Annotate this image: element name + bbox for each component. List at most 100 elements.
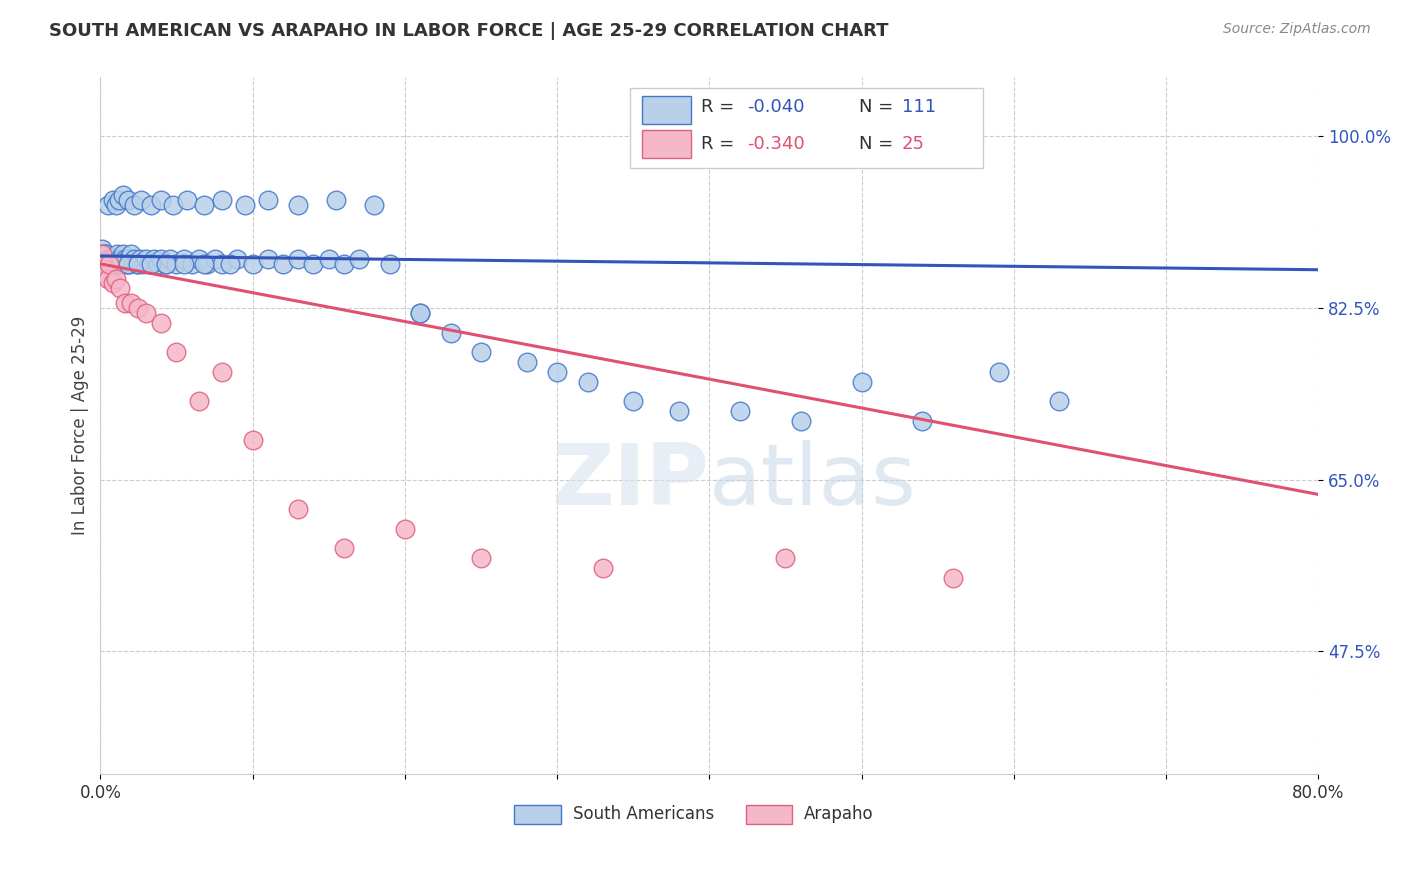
Point bbox=[166, 345, 188, 359]
Point bbox=[188, 394, 211, 409]
Point bbox=[90, 252, 112, 266]
Point bbox=[105, 247, 128, 261]
Point bbox=[115, 257, 138, 271]
Point bbox=[470, 345, 492, 359]
Point bbox=[104, 257, 127, 271]
Point bbox=[104, 252, 127, 266]
Point bbox=[96, 257, 118, 271]
Point bbox=[325, 193, 347, 207]
Point bbox=[108, 281, 131, 295]
Point bbox=[94, 257, 117, 271]
Point bbox=[155, 257, 177, 271]
Point bbox=[159, 252, 181, 266]
Point bbox=[94, 252, 117, 266]
Point bbox=[987, 365, 1010, 379]
Point bbox=[97, 257, 120, 271]
Point bbox=[363, 198, 385, 212]
Point bbox=[111, 252, 134, 266]
Point bbox=[118, 257, 141, 271]
Point bbox=[409, 306, 432, 320]
Point bbox=[347, 252, 370, 266]
Point bbox=[98, 252, 121, 266]
Point bbox=[188, 252, 211, 266]
Point bbox=[150, 193, 173, 207]
Point bbox=[135, 252, 157, 266]
Point bbox=[775, 551, 797, 566]
Text: 25: 25 bbox=[901, 135, 925, 153]
Point bbox=[96, 247, 118, 261]
Point bbox=[103, 252, 125, 266]
Point bbox=[409, 306, 432, 320]
Point bbox=[287, 252, 309, 266]
Point bbox=[166, 257, 188, 271]
Point bbox=[98, 257, 121, 271]
Point bbox=[195, 257, 218, 271]
Point bbox=[193, 198, 215, 212]
Point bbox=[242, 434, 264, 448]
Point bbox=[114, 296, 136, 310]
Point bbox=[108, 257, 131, 271]
Point bbox=[256, 193, 278, 207]
Point bbox=[233, 198, 256, 212]
Point bbox=[138, 257, 160, 271]
Text: SOUTH AMERICAN VS ARAPAHO IN LABOR FORCE | AGE 25-29 CORRELATION CHART: SOUTH AMERICAN VS ARAPAHO IN LABOR FORCE… bbox=[49, 22, 889, 40]
Point bbox=[211, 365, 233, 379]
Point bbox=[93, 257, 115, 271]
Point bbox=[204, 252, 226, 266]
Text: N =: N = bbox=[859, 98, 898, 116]
Point bbox=[98, 257, 121, 271]
Point bbox=[592, 561, 614, 575]
Point bbox=[789, 414, 811, 428]
Text: 111: 111 bbox=[901, 98, 936, 116]
Point bbox=[120, 296, 142, 310]
Point bbox=[96, 267, 118, 281]
Point bbox=[122, 252, 145, 266]
Point bbox=[180, 257, 202, 271]
Point bbox=[122, 198, 145, 212]
Point bbox=[621, 394, 644, 409]
Point bbox=[96, 252, 118, 266]
FancyBboxPatch shape bbox=[515, 805, 561, 824]
Point bbox=[287, 198, 309, 212]
Point bbox=[150, 316, 173, 330]
Text: N =: N = bbox=[859, 135, 898, 153]
Point bbox=[103, 257, 125, 271]
Text: R =: R = bbox=[700, 98, 740, 116]
Point bbox=[103, 257, 125, 271]
Point bbox=[93, 252, 115, 266]
Text: Arapaho: Arapaho bbox=[804, 805, 875, 823]
Point bbox=[256, 252, 278, 266]
Y-axis label: In Labor Force | Age 25-29: In Labor Force | Age 25-29 bbox=[72, 316, 89, 535]
Point bbox=[114, 252, 136, 266]
Point bbox=[127, 301, 149, 315]
Point bbox=[112, 188, 135, 202]
Point bbox=[155, 257, 177, 271]
Point bbox=[302, 257, 325, 271]
Point bbox=[97, 271, 120, 285]
Point bbox=[211, 193, 233, 207]
Point bbox=[107, 252, 129, 266]
Point bbox=[1049, 394, 1071, 409]
Text: atlas: atlas bbox=[709, 440, 917, 523]
Point bbox=[94, 261, 117, 276]
Point bbox=[287, 502, 309, 516]
Point bbox=[117, 252, 139, 266]
Point bbox=[94, 257, 117, 271]
Point bbox=[100, 252, 122, 266]
Point bbox=[90, 257, 112, 271]
Point bbox=[127, 257, 149, 271]
Point bbox=[242, 257, 264, 271]
Point bbox=[104, 198, 127, 212]
Text: -0.040: -0.040 bbox=[747, 98, 804, 116]
Point bbox=[97, 252, 120, 266]
Point bbox=[211, 257, 233, 271]
Point bbox=[101, 252, 124, 266]
Point bbox=[333, 541, 356, 556]
Text: R =: R = bbox=[700, 135, 740, 153]
Point bbox=[728, 404, 751, 418]
Point bbox=[142, 252, 165, 266]
FancyBboxPatch shape bbox=[643, 129, 690, 158]
Point bbox=[135, 306, 157, 320]
Point bbox=[108, 257, 131, 271]
Point bbox=[94, 247, 117, 261]
